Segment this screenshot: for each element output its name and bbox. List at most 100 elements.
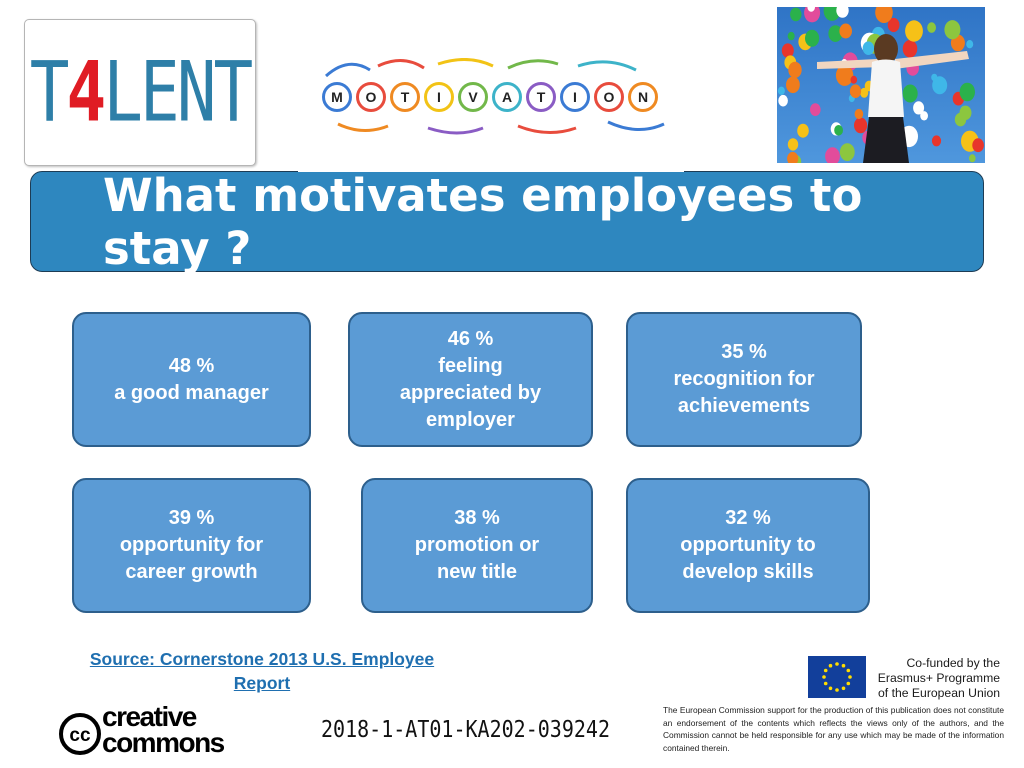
eu-star-icon <box>823 668 828 673</box>
stat-label-line: promotion or <box>414 534 540 556</box>
balloon <box>787 138 799 151</box>
eu-star-icon <box>841 686 846 691</box>
balloon <box>959 82 975 102</box>
balloon <box>849 84 862 98</box>
page-title: What motivates employees to stay ? <box>103 168 863 275</box>
balloon <box>839 143 855 162</box>
eu-text-line: Co-funded by the <box>906 656 1000 670</box>
balloon <box>823 7 841 21</box>
creative-commons-logo: cc creative commons <box>58 703 253 758</box>
balloon <box>777 86 785 96</box>
stat-label-line: appreciated by <box>399 381 542 404</box>
balloon <box>839 23 852 39</box>
stat-card-recognition: 35 % recognition for achievements <box>626 312 862 447</box>
stat-label-line: career growth <box>125 561 258 583</box>
woman-figure <box>817 34 969 163</box>
motivation-letter-circle: T <box>526 82 556 112</box>
cc-badge-icon: cc <box>59 713 101 755</box>
t4lent-logo: T4LENT <box>24 19 256 166</box>
balloon <box>913 101 925 115</box>
stat-label-line: employer <box>426 408 515 431</box>
eu-star-icon <box>828 686 833 691</box>
motivation-letter-circle: I <box>424 82 454 112</box>
balloon <box>902 40 918 58</box>
source-line: Source: Cornerstone 2013 U.S. Employee <box>89 649 435 669</box>
stat-label-line: recognition for <box>673 368 815 390</box>
balloon <box>944 20 961 40</box>
stat-label-line: new title <box>436 561 517 583</box>
stat-label-line: opportunity to <box>680 534 816 556</box>
balloon <box>787 31 795 41</box>
balloon <box>825 147 840 163</box>
eu-text-line: of the European Union <box>878 686 1000 700</box>
stat-card-develop-skills: 32 % opportunity to develop skills <box>626 478 870 613</box>
stat-label-line: develop skills <box>682 561 814 583</box>
cc-badge-text: cc <box>69 725 91 746</box>
balloon <box>931 135 942 147</box>
motivation-letter-circle: I <box>560 82 590 112</box>
stat-label-line: feeling <box>438 354 503 377</box>
balloon <box>887 17 900 33</box>
project-id: 2018-1-AT01-KA202-039242 <box>321 715 610 743</box>
balloon <box>804 7 821 23</box>
eu-disclaimer: The European Commission support for the … <box>663 705 1004 753</box>
logo-text-t: T <box>29 44 70 141</box>
balloons-photo <box>777 7 985 163</box>
logo-text-4: 4 <box>66 44 107 141</box>
balloon <box>834 125 843 136</box>
eu-star-icon <box>848 675 852 679</box>
eu-text-line: Erasmus+ Programme <box>877 671 1000 685</box>
motivation-letter-circle: O <box>594 82 624 112</box>
balloon <box>786 76 800 94</box>
logo-text-lent: LENT <box>103 44 253 141</box>
balloon <box>972 138 984 153</box>
balloon <box>862 41 875 55</box>
balloon <box>828 25 843 42</box>
balloon <box>778 94 788 107</box>
balloon <box>954 112 967 127</box>
eu-star-icon <box>846 681 851 686</box>
motivation-letter-circle: O <box>356 82 386 112</box>
eu-star-icon <box>822 675 826 679</box>
stat-percent: 48 % <box>168 354 215 377</box>
balloon <box>875 7 893 23</box>
balloon <box>969 154 976 163</box>
stat-percent: 35 % <box>721 341 767 363</box>
source-link[interactable]: Source: Cornerstone 2013 U.S. Employee R… <box>62 647 462 695</box>
eu-star-icon <box>823 681 828 686</box>
stat-card-promotion: 38 % promotion or new title <box>361 478 593 613</box>
stat-label-line: opportunity for <box>119 534 264 556</box>
balloon <box>854 117 868 134</box>
balloon <box>835 64 854 86</box>
balloon <box>854 108 864 120</box>
balloon <box>850 75 858 84</box>
eu-star-icon <box>828 663 833 668</box>
stat-card-feeling-appreciated: 46 % feeling appreciated by employer <box>348 312 593 447</box>
balloon <box>781 43 794 58</box>
eu-star-icon <box>835 662 839 666</box>
source-line: Report <box>233 673 291 693</box>
eu-star-icon <box>846 668 851 673</box>
balloon <box>920 111 928 121</box>
stat-percent: 38 % <box>454 507 500 529</box>
balloon <box>902 84 918 103</box>
balloons-image <box>777 7 984 163</box>
motivation-letter-circle: M <box>322 82 352 112</box>
stat-card-good-manager: 48 % a good manager <box>72 312 311 447</box>
stat-percent: 46 % <box>447 327 494 350</box>
balloon <box>860 87 869 98</box>
motivation-letter-circle: N <box>628 82 658 112</box>
stat-percent: 32 % <box>725 507 771 529</box>
stat-percent: 39 % <box>168 507 215 529</box>
balloon <box>805 29 820 47</box>
eu-stars <box>822 662 852 692</box>
motivation-letter-circle: A <box>492 82 522 112</box>
eu-star-icon <box>841 663 846 668</box>
balloon <box>836 7 849 18</box>
cc-text-creative: creative <box>102 701 197 732</box>
stat-label-line: a good manager <box>114 381 269 404</box>
motivation-letter-circle: T <box>390 82 420 112</box>
balloon <box>790 7 802 22</box>
balloon <box>807 7 815 12</box>
